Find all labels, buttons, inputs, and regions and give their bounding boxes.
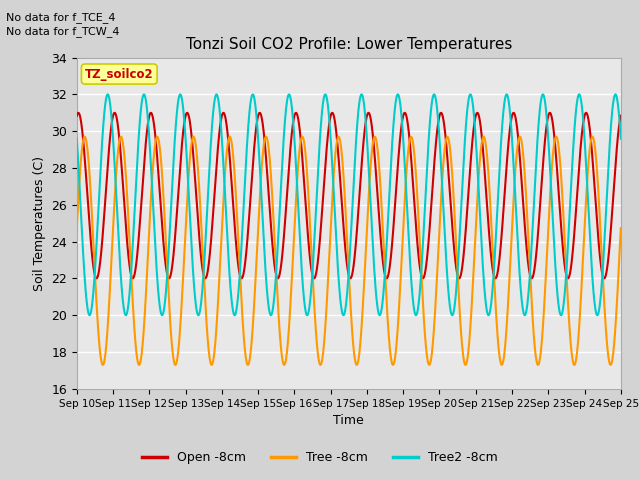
Y-axis label: Soil Temperatures (C): Soil Temperatures (C)	[33, 156, 45, 291]
Legend: Open -8cm, Tree -8cm, Tree2 -8cm: Open -8cm, Tree -8cm, Tree2 -8cm	[137, 446, 503, 469]
Title: Tonzi Soil CO2 Profile: Lower Temperatures: Tonzi Soil CO2 Profile: Lower Temperatur…	[186, 37, 512, 52]
Text: No data for f_TCW_4: No data for f_TCW_4	[6, 26, 120, 37]
Text: No data for f_TCE_4: No data for f_TCE_4	[6, 12, 116, 23]
Text: TZ_soilco2: TZ_soilco2	[85, 68, 154, 81]
X-axis label: Time: Time	[333, 414, 364, 427]
